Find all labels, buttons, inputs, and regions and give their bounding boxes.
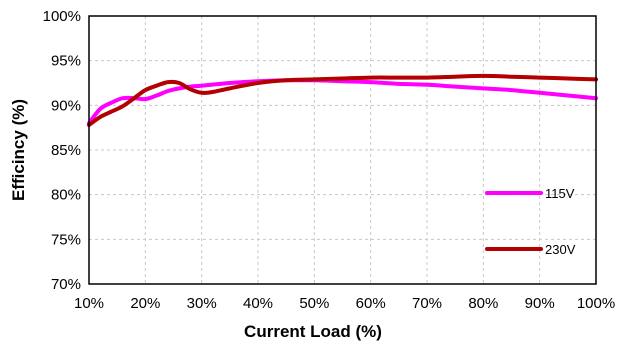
x-tick-label: 100% xyxy=(577,295,615,312)
x-tick-label: 50% xyxy=(299,295,329,312)
x-tick-label: 10% xyxy=(74,295,104,312)
legend: 115V 230V xyxy=(485,186,576,257)
x-tick-label: 90% xyxy=(525,295,555,312)
x-tick-label: 60% xyxy=(356,295,386,312)
y-tick-label: 90% xyxy=(51,97,81,114)
x-axis-tick-labels: 10% 20% 30% 40% 50% 60% 70% 80% 90% 100% xyxy=(74,295,615,312)
x-axis-title: Current Load (%) xyxy=(244,322,382,341)
legend-label-115v: 115V xyxy=(545,186,575,201)
series-line-230v xyxy=(87,73,598,127)
series-line-115v xyxy=(87,78,598,126)
y-tick-label: 80% xyxy=(51,187,81,204)
y-tick-label: 100% xyxy=(43,8,81,25)
grid-lines xyxy=(89,16,596,284)
y-axis-tick-labels: 70% 75% 80% 85% 90% 95% 100% xyxy=(43,8,81,293)
y-tick-label: 95% xyxy=(51,53,81,70)
legend-label-230v: 230V xyxy=(545,242,576,257)
plot-area-frame xyxy=(88,15,597,285)
x-tick-label: 80% xyxy=(468,295,498,312)
y-tick-label: 85% xyxy=(51,142,81,159)
x-tick-label: 70% xyxy=(412,295,442,312)
x-tick-label: 30% xyxy=(187,295,217,312)
series-lines xyxy=(87,73,598,127)
x-tick-label: 20% xyxy=(130,295,160,312)
x-tick-label: 40% xyxy=(243,295,273,312)
y-axis-title: Efficincy (%) xyxy=(9,99,28,201)
y-tick-label: 70% xyxy=(51,276,81,293)
y-tick-label: 75% xyxy=(51,231,81,248)
